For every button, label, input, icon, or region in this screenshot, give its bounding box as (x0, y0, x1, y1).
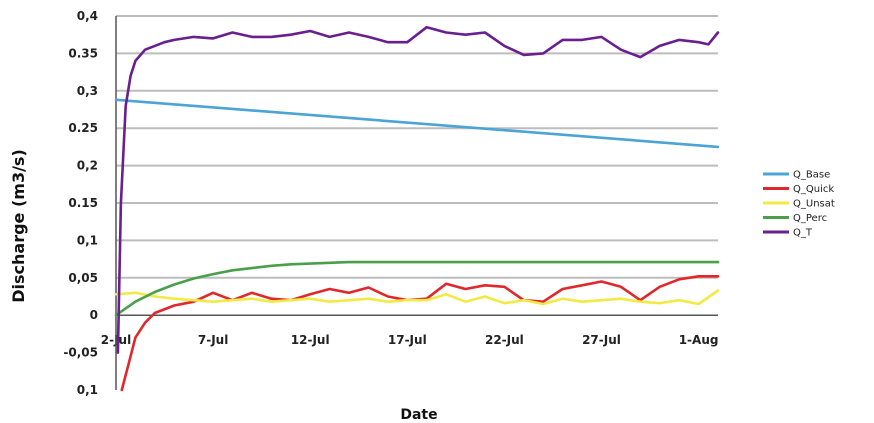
x-tick-labels: 2-Jul 7-Jul 12-Jul 17-Jul 22-Jul 27-Jul 1-Aug (101, 333, 719, 347)
x-tick-label: 1-Aug (679, 333, 719, 347)
y-tick-label: 0,2 (77, 159, 98, 173)
y-tick-label: 0,3 (77, 84, 98, 98)
y-tick-label: 0.15 (68, 196, 98, 210)
y-tick-label: 0.25 (68, 121, 98, 135)
y-tick-label: 0 (90, 308, 98, 322)
y-tick-label: 0,4 (77, 9, 98, 23)
y-tick-label: 0,1 (77, 383, 98, 397)
x-axis-title: Date (400, 407, 437, 423)
y-tick-label: 0,1 (77, 233, 98, 247)
legend-label: Q_Unsat (793, 199, 835, 210)
x-tick-label: 17-Jul (388, 333, 427, 347)
legend: Q_Base Q_Quick Q_Unsat Q_Perc Q_T (763, 170, 835, 239)
y-axis-title: Discharge (m3/s) (9, 149, 28, 303)
legend-label: Q_T (793, 228, 813, 239)
series-line-q-unsat (114, 289, 720, 306)
x-tick-label: 22-Jul (485, 333, 524, 347)
series-line-q-base (114, 98, 720, 149)
y-tick-label: 0,05 (68, 271, 98, 285)
x-tick-label: 7-Jul (198, 333, 228, 347)
axes (115, 16, 718, 390)
legend-label: Q_Perc (793, 213, 827, 224)
series-lines (114, 25, 720, 392)
series-line-q-quick (120, 274, 720, 392)
gridlines (116, 15, 718, 279)
y-tick-label: -0,05 (63, 346, 98, 360)
legend-label: Q_Quick (793, 184, 834, 195)
y-tick-label: 0.35 (68, 46, 98, 60)
series-line-q-perc (114, 260, 720, 317)
x-tick-label: 12-Jul (291, 333, 330, 347)
x-tick-label: 27-Jul (582, 333, 621, 347)
y-tick-labels: 0,4 0.35 0,3 0.25 0,2 0.15 0,1 0,05 0 -0,05 0,1 (63, 9, 98, 397)
series-line-q-t (116, 25, 720, 354)
legend-label: Q_Base (793, 170, 830, 181)
